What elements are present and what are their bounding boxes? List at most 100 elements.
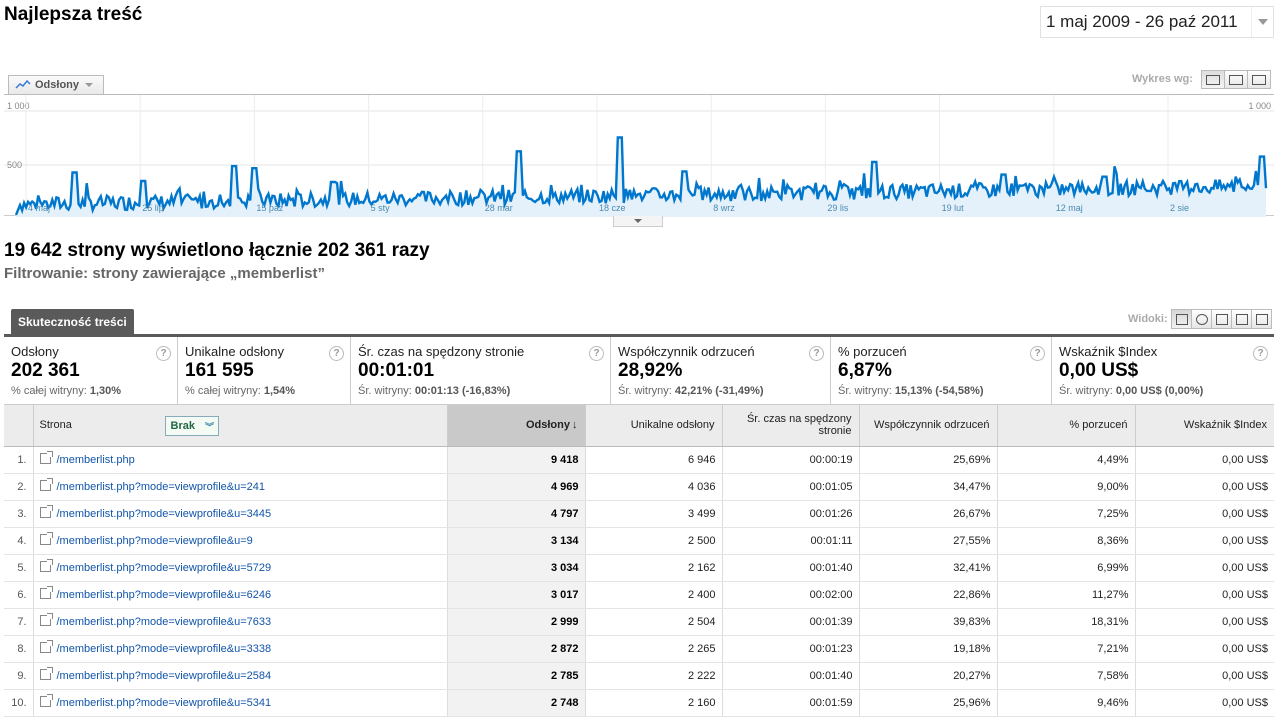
- row-avg-time: 00:01:23: [722, 635, 860, 663]
- header-index-value[interactable]: Wskaźnik $Index: [1135, 405, 1274, 447]
- row-page-link[interactable]: /memberlist.php?mode=viewprofile&u=241: [56, 481, 266, 493]
- row-unique-pageviews: 2 222: [585, 662, 723, 690]
- external-link-icon[interactable]: [39, 667, 53, 680]
- external-link-icon[interactable]: [39, 613, 53, 626]
- row-page-link[interactable]: /memberlist.php?mode=viewprofile&u=3445: [56, 508, 272, 520]
- external-link-icon[interactable]: [39, 559, 53, 572]
- header-bounce-rate[interactable]: Współczynnik odrzuceń: [859, 405, 998, 447]
- row-page-link[interactable]: /memberlist.php?mode=viewprofile&u=7633: [56, 616, 272, 628]
- table-row[interactable]: 9. /memberlist.php?mode=viewprofile&u=258…: [4, 662, 1274, 690]
- comparison-icon: [1235, 313, 1248, 325]
- bar-view-button[interactable]: [1211, 309, 1232, 329]
- row-number: 8.: [4, 635, 34, 663]
- scorecard-bounce-rate: Współczynnik odrzuceń 28,92% Śr. witryny…: [611, 337, 831, 404]
- row-unique-pageviews: 3 499: [585, 500, 723, 528]
- secondary-dimension-select[interactable]: Brak ︾: [164, 416, 219, 436]
- row-number: 2.: [4, 473, 34, 501]
- graph-by-day-button[interactable]: [1201, 70, 1225, 89]
- y-axis-top-right-label: 1 000: [1248, 101, 1271, 111]
- external-link-icon[interactable]: [39, 640, 53, 653]
- view-buttons: [1171, 309, 1272, 329]
- graph-by-month-button[interactable]: [1247, 70, 1271, 89]
- external-link-icon[interactable]: [39, 478, 53, 491]
- row-page-link[interactable]: /memberlist.php?mode=viewprofile&u=5341: [56, 697, 272, 709]
- table-row[interactable]: 5. /memberlist.php?mode=viewprofile&u=572…: [4, 554, 1274, 582]
- row-index-value: 0,00 US$: [1135, 500, 1274, 528]
- row-bounce-rate: 22,86%: [859, 581, 998, 609]
- external-link-icon[interactable]: [39, 451, 53, 464]
- row-bounce-rate: 19,18%: [859, 635, 998, 663]
- row-page-link[interactable]: /memberlist.php?mode=viewprofile&u=5729: [56, 562, 272, 574]
- table-row[interactable]: 2. /memberlist.php?mode=viewprofile&u=241…: [4, 473, 1274, 501]
- external-link-icon[interactable]: [39, 586, 53, 599]
- week-icon: [1229, 74, 1243, 85]
- pie-view-button[interactable]: [1191, 309, 1212, 329]
- row-pageviews: 4 969: [447, 473, 586, 501]
- row-index-value: 0,00 US$: [1135, 662, 1274, 690]
- help-icon[interactable]: ?: [329, 346, 344, 361]
- scorecard-pageviews: Odsłony 202 361 % całej witryny: 1,30% ?: [4, 337, 178, 404]
- tab-content-performance[interactable]: Skuteczność treści: [11, 309, 134, 335]
- row-exit-rate: 9,00%: [997, 473, 1136, 501]
- row-page-link[interactable]: /memberlist.php: [56, 454, 135, 466]
- graph-by-week-button[interactable]: [1224, 70, 1248, 89]
- pivot-view-button[interactable]: [1251, 309, 1272, 329]
- external-link-icon[interactable]: [39, 505, 53, 518]
- header-pageviews[interactable]: Odsłony ↓: [447, 405, 586, 447]
- row-index-value: 0,00 US$: [1135, 608, 1274, 636]
- external-link-icon[interactable]: [39, 532, 53, 545]
- row-avg-time: 00:01:39: [722, 608, 860, 636]
- help-icon[interactable]: ?: [1030, 346, 1045, 361]
- views-label: Widoki:: [1128, 313, 1168, 325]
- help-icon[interactable]: ?: [809, 346, 824, 361]
- row-index-value: 0,00 US$: [1135, 473, 1274, 501]
- table-row[interactable]: 10. /memberlist.php?mode=viewprofile&u=53…: [4, 689, 1274, 717]
- table-row[interactable]: 1. /memberlist.php 9 418 6 946 00:00:19 25,69…: [4, 446, 1274, 474]
- row-page-link[interactable]: /memberlist.php?mode=viewprofile&u=6246: [56, 589, 272, 601]
- row-page-link[interactable]: /memberlist.php?mode=viewprofile&u=2584: [56, 670, 272, 682]
- row-number: 9.: [4, 662, 34, 690]
- row-page-link[interactable]: /memberlist.php?mode=viewprofile&u=3338: [56, 643, 272, 655]
- help-icon[interactable]: ?: [1253, 346, 1268, 361]
- header-page[interactable]: Strona Brak ︾: [33, 405, 448, 447]
- external-link-icon[interactable]: [39, 694, 53, 707]
- table-view-button[interactable]: [1171, 309, 1192, 329]
- comparison-view-button[interactable]: [1231, 309, 1252, 329]
- x-axis-label: 28 mar: [485, 203, 513, 213]
- pageviews-chart: 1 000 500 1 000 4 maj 25 lip 15 paź 5 sty 28…: [4, 94, 1274, 217]
- tab-underline: [4, 334, 1274, 337]
- table-body: 1. /memberlist.php 9 418 6 946 00:00:19 25,69…: [4, 446, 1274, 717]
- scorecard-label: % porzuceń: [838, 344, 907, 359]
- x-axis-label: 25 lip: [142, 203, 164, 213]
- row-index-value: 0,00 US$: [1135, 446, 1274, 474]
- chart-resize-handle[interactable]: [613, 216, 663, 227]
- table-row[interactable]: 8. /memberlist.php?mode=viewprofile&u=333…: [4, 635, 1274, 663]
- row-page-link[interactable]: /memberlist.php?mode=viewprofile&u=9: [56, 535, 253, 547]
- help-icon[interactable]: ?: [589, 346, 604, 361]
- date-range-picker[interactable]: 1 maj 2009 - 26 paź 2011: [1040, 6, 1274, 38]
- scorecard-sub-prefix: Śr. witryny:: [358, 385, 415, 397]
- metric-selector[interactable]: Odsłony: [8, 75, 104, 94]
- date-range-dropdown[interactable]: [1251, 7, 1273, 37]
- table-row[interactable]: 7. /memberlist.php?mode=viewprofile&u=763…: [4, 608, 1274, 636]
- table-row[interactable]: 3. /memberlist.php?mode=viewprofile&u=344…: [4, 500, 1274, 528]
- row-unique-pageviews: 6 946: [585, 446, 723, 474]
- help-icon[interactable]: ?: [156, 346, 171, 361]
- scorecard-sub: Śr. witryny: 15,13% (-54,58%): [838, 385, 1051, 397]
- row-bounce-rate: 20,27%: [859, 662, 998, 690]
- scorecard-sub: % całej witryny: 1,30%: [11, 385, 177, 397]
- row-exit-rate: 11,27%: [997, 581, 1136, 609]
- row-index-value: 0,00 US$: [1135, 527, 1274, 555]
- row-exit-rate: 18,31%: [997, 608, 1136, 636]
- row-number: 5.: [4, 554, 34, 582]
- table-row[interactable]: 6. /memberlist.php?mode=viewprofile&u=624…: [4, 581, 1274, 609]
- header-avg-time[interactable]: Śr. czas na spędzony stronie: [722, 405, 860, 447]
- header-exit-rate[interactable]: % porzuceń: [997, 405, 1136, 447]
- header-unique-pageviews[interactable]: Unikalne odsłony: [585, 405, 723, 447]
- row-exit-rate: 7,21%: [997, 635, 1136, 663]
- header-page-label: Strona: [39, 419, 72, 432]
- scorecard-sub-value: 1,30%: [89, 385, 122, 397]
- scorecard-value: 161 595: [185, 360, 254, 381]
- table-row[interactable]: 4. /memberlist.php?mode=viewprofile&u=9 3 …: [4, 527, 1274, 555]
- row-page-cell: /memberlist.php?mode=viewprofile&u=241: [33, 473, 448, 501]
